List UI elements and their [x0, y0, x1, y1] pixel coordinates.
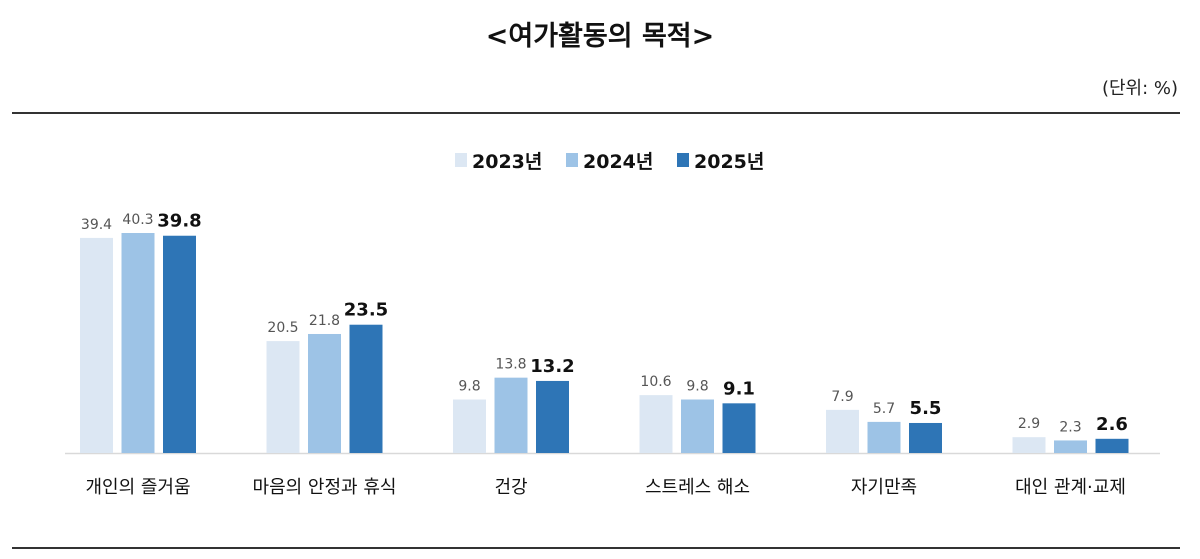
bar: [494, 377, 528, 453]
legend-label-2: 2024년: [583, 151, 653, 173]
data-label: 9.1: [723, 378, 755, 399]
x-tick-label: 건강: [494, 477, 527, 498]
x-tick-label: 개인의 즐거움: [85, 477, 190, 498]
unit-label: (단위: %): [1101, 78, 1178, 99]
bar: [1095, 438, 1129, 453]
data-label: 10.6: [640, 374, 671, 390]
data-label: 39.8: [157, 211, 201, 232]
legend-swatch-3: [677, 153, 689, 167]
bar: [1054, 440, 1087, 453]
bar: [536, 380, 569, 453]
legend-label-3: 2025년: [694, 151, 764, 173]
data-label: 39.4: [81, 217, 112, 233]
legend-swatch-1: [455, 153, 467, 167]
bar: [867, 421, 901, 453]
data-label: 23.5: [344, 300, 388, 321]
data-label: 9.8: [686, 379, 708, 395]
data-label: 5.7: [873, 401, 895, 417]
bar: [826, 409, 859, 453]
data-label: 13.8: [495, 357, 526, 373]
bar: [1012, 437, 1046, 453]
x-tick-label: 마음의 안정과 휴식: [253, 477, 397, 498]
bottom-divider: [12, 547, 1180, 549]
data-label: 20.5: [267, 320, 298, 336]
data-label: 9.8: [458, 379, 480, 395]
bar: [163, 235, 196, 453]
legend-label-1: 2023년: [472, 151, 542, 173]
bar: [681, 399, 714, 453]
bar: [349, 324, 383, 453]
data-label: 40.3: [122, 212, 153, 228]
legend-swatch-2: [566, 153, 578, 167]
bar: [80, 237, 113, 453]
data-label: 7.9: [831, 389, 853, 405]
bar: [453, 399, 486, 453]
data-label: 5.5: [910, 398, 942, 419]
top-divider: [12, 112, 1180, 114]
bar: [722, 403, 756, 453]
data-label: 2.9: [1018, 416, 1040, 432]
x-tick-label: 스트레스 해소: [645, 477, 750, 498]
bar: [308, 333, 341, 453]
bar: [639, 395, 673, 453]
bar: [121, 233, 155, 453]
data-label: 21.8: [309, 313, 340, 329]
x-tick-label: 대인 관계·교제: [1015, 477, 1126, 498]
x-tick-label: 자기만족: [851, 477, 917, 498]
chart-title: <여가활동의 목적>: [485, 21, 715, 52]
bar: [909, 422, 942, 453]
data-label: 2.6: [1096, 414, 1128, 435]
data-label: 2.3: [1059, 419, 1081, 435]
data-label: 13.2: [530, 356, 574, 377]
bar: [266, 341, 300, 453]
